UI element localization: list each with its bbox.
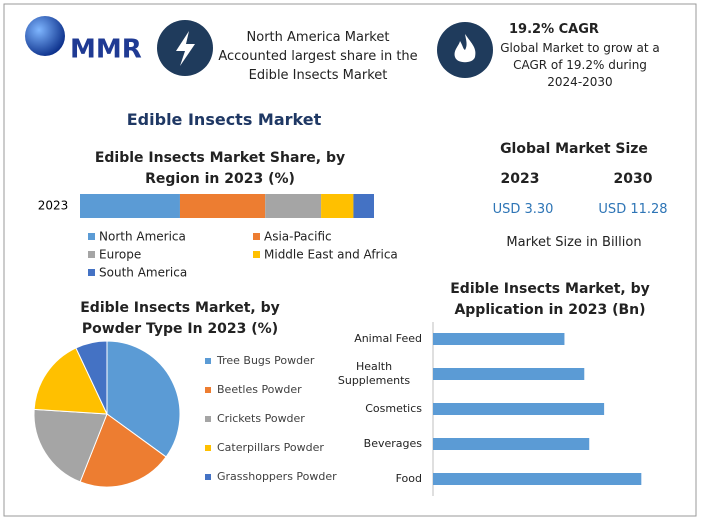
chart-title: Edible Insects Market, by Powder Type In… [80,300,280,337]
bar [433,403,605,415]
legend-swatch [88,251,95,258]
pie-slice [106,340,181,458]
category-label: Food [395,472,422,485]
bar [433,438,590,450]
category-label: Beverages [363,437,422,450]
legend-label: Asia-Pacific [264,230,332,244]
year: 2023 [500,171,540,187]
category-label: Animal Feed [354,332,422,345]
bar [433,333,565,345]
legend-swatch [205,445,211,451]
pie-slice [33,408,108,483]
pie-slice [79,413,167,488]
frame [3,3,697,517]
legend-label: Europe [99,248,141,262]
highlight: North America Market Accounted largest s… [218,30,418,83]
cagr-text: Global Market to grow at a CAGR of 19.2%… [500,41,660,89]
legend-label: Caterpillars Powder [217,441,324,454]
chart-title: Edible Insects Market Share, by Region i… [94,150,346,187]
pie-slice [33,347,108,415]
flame [454,34,476,63]
legend-label: Grasshoppers Powder [217,470,337,483]
cagr-title: 19.2% CAGR [509,22,599,37]
bar-segment [80,194,180,218]
legend-swatch [205,358,211,364]
legend-label: Crickets Powder [217,412,305,425]
pie-slice [75,340,108,415]
legend-label: Middle East and Africa [264,248,398,262]
category-label: 2023 [38,199,69,213]
legend-swatch [88,233,95,240]
market-note: Market Size in Billion [506,235,642,250]
legend-label: Tree Bugs Powder [216,354,315,367]
bar-segment [179,194,266,218]
legend-swatch [253,251,260,258]
bar-segment [353,194,374,218]
legend-label: Beetles Powder [217,383,302,396]
legend-swatch [205,387,211,393]
legend-swatch [205,474,211,480]
bolt [176,31,195,66]
bar-segment [321,194,354,218]
logo-globe [25,16,65,56]
legend-swatch [205,416,211,422]
legend-label: North America [99,230,186,244]
market-value: USD 11.28 [598,202,668,217]
year: 2030 [613,171,653,187]
legend-label: South America [99,266,187,280]
category-label: Health Supplements [337,360,411,387]
legend-swatch [253,233,260,240]
market-value: USD 3.30 [492,202,554,217]
logo-text: MMR [70,35,142,65]
market-size-title: Global Market Size [500,141,648,157]
category-label: Cosmetics [365,402,422,415]
bar [433,473,642,485]
chart-title: Edible Insects Market, by Application in… [450,281,650,318]
main-title: Edible Insects Market [126,110,322,129]
legend-swatch [88,269,95,276]
bar-segment [265,194,322,218]
bar [433,368,585,380]
